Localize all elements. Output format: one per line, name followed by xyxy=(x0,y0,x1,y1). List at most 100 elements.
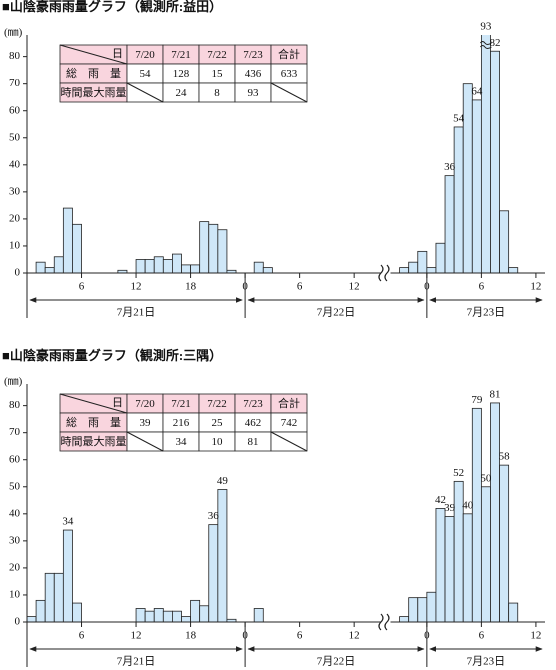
bar xyxy=(226,618,237,622)
bar xyxy=(426,591,437,622)
table-value: 54 xyxy=(140,68,152,80)
value-label: 36 xyxy=(208,510,220,522)
bar xyxy=(199,605,210,622)
bar xyxy=(499,210,510,273)
value-label: 79 xyxy=(471,394,483,406)
value-label: 40 xyxy=(462,499,474,511)
bar xyxy=(471,99,482,273)
value-label: 64 xyxy=(471,85,483,97)
axis-break xyxy=(378,613,390,631)
bar xyxy=(208,223,219,273)
bar xyxy=(53,256,64,273)
bar xyxy=(453,126,464,273)
value-label: 49 xyxy=(217,475,229,487)
value-label: 54 xyxy=(453,112,465,124)
truncation-mark xyxy=(479,41,492,49)
table-header: 7/22 xyxy=(207,49,227,61)
y-unit: (㎜) xyxy=(4,376,23,388)
bar xyxy=(44,267,55,273)
table-diagonal xyxy=(59,393,128,414)
x-tick-label: 18 xyxy=(185,630,197,642)
x-tick-label: 6 xyxy=(297,630,303,642)
y-tick-label: 70 xyxy=(9,426,21,438)
y-tick-label: 30 xyxy=(9,185,21,197)
table-value: 742 xyxy=(281,417,298,429)
table-header: 合計 xyxy=(278,396,300,410)
table-value: 81 xyxy=(248,436,259,448)
x-tick-label: 12 xyxy=(349,281,360,293)
table-header: 7/22 xyxy=(207,398,227,410)
bar xyxy=(435,242,446,273)
y-tick-label: 0 xyxy=(15,267,21,279)
x-tick-label: 18 xyxy=(185,281,197,293)
value-label: 93 xyxy=(480,21,492,33)
table-value: 128 xyxy=(173,68,190,80)
table-value: 8 xyxy=(214,87,220,99)
bar xyxy=(62,207,73,273)
bar xyxy=(462,513,473,622)
table-value: 436 xyxy=(245,68,262,80)
bar xyxy=(426,267,437,273)
table-value: 93 xyxy=(248,87,260,99)
bar xyxy=(153,608,164,622)
bar xyxy=(208,524,219,622)
bar xyxy=(253,261,264,273)
x-tick-label: 12 xyxy=(131,630,142,642)
bar xyxy=(480,35,491,273)
x-tick-label: 12 xyxy=(530,630,541,642)
value-label: 34 xyxy=(62,516,74,528)
day-label: 7月22日 xyxy=(317,656,356,668)
bar xyxy=(35,599,46,622)
y-tick-label: 70 xyxy=(9,77,21,89)
value-label: 52 xyxy=(453,467,464,479)
x-tick-label: 12 xyxy=(349,630,360,642)
bar xyxy=(162,610,173,622)
table-value: 34 xyxy=(176,436,188,448)
bar xyxy=(217,489,228,622)
day-label: 7月22日 xyxy=(317,307,356,319)
y-tick-label: 50 xyxy=(9,131,21,143)
day-label: 7月21日 xyxy=(117,656,156,668)
y-tick-label: 40 xyxy=(9,158,21,170)
bar xyxy=(27,616,37,622)
bar xyxy=(172,610,182,622)
table-header: 7/23 xyxy=(243,398,263,410)
bar xyxy=(399,616,410,622)
bar xyxy=(144,610,155,622)
bar xyxy=(172,253,182,273)
bar xyxy=(408,597,419,622)
value-label: 39 xyxy=(444,502,456,514)
table-header: 7/23 xyxy=(243,49,263,61)
x-tick-label: 12 xyxy=(530,281,541,293)
y-tick-label: 0 xyxy=(15,616,21,628)
table-diagonal xyxy=(270,431,308,452)
bar xyxy=(72,602,82,622)
y-tick-label: 80 xyxy=(9,399,21,411)
value-label: 36 xyxy=(444,161,456,173)
day-label: 7月21日 xyxy=(117,307,156,319)
value-label: 42 xyxy=(435,494,446,506)
x-tick-label: 6 xyxy=(479,630,485,642)
table-value: 25 xyxy=(212,417,224,429)
y-unit: (㎜) xyxy=(4,27,23,39)
table-value: 15 xyxy=(212,68,224,80)
bar xyxy=(62,529,73,622)
bar xyxy=(153,256,164,273)
bar xyxy=(508,267,519,273)
bar xyxy=(480,486,491,622)
bar xyxy=(444,516,455,622)
bar xyxy=(462,83,473,273)
table-header: 7/21 xyxy=(171,398,191,410)
x-tick-label: 6 xyxy=(479,281,485,293)
bar xyxy=(162,259,173,273)
table-diagonal xyxy=(126,82,164,103)
y-tick-label: 10 xyxy=(9,588,21,600)
bar xyxy=(144,259,155,273)
table-value: 総 雨 量 xyxy=(66,415,121,429)
table-value: 時間最大雨量 xyxy=(61,434,127,448)
y-tick-label: 60 xyxy=(9,453,21,465)
day-label: 7月23日 xyxy=(467,307,506,319)
bar xyxy=(399,267,410,273)
value-label: 81 xyxy=(490,388,501,400)
y-tick-label: 20 xyxy=(9,212,21,224)
